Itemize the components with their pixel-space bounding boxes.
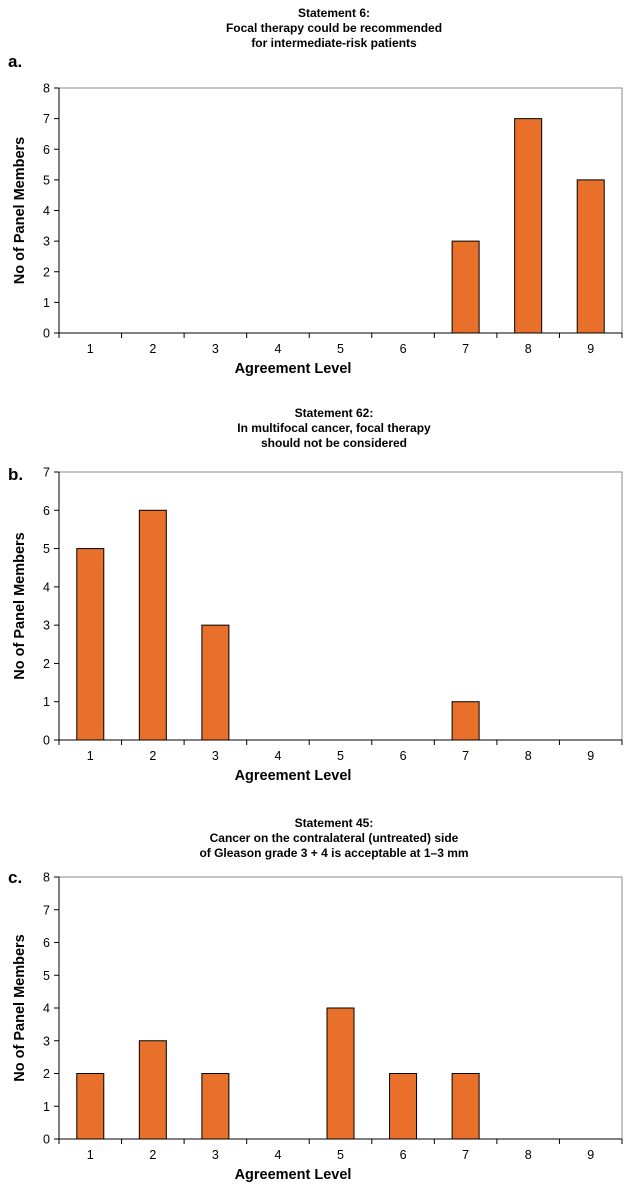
y-axis-title: No of Panel Members — [12, 532, 28, 679]
bar-level-1 — [76, 548, 105, 741]
y-tick-label: 8 — [43, 871, 50, 885]
bar-level-6 — [389, 1073, 418, 1140]
bar-level-7 — [451, 701, 480, 741]
y-tick-label: 3 — [43, 619, 50, 633]
panel-label: c. — [8, 868, 22, 887]
chart-title-line: Cancer on the contralateral (untreated) … — [210, 831, 459, 845]
x-tick-label: 4 — [274, 342, 281, 356]
chart-panel-a: Statement 6:Focal therapy could be recom… — [8, 6, 623, 377]
y-tick-label: 4 — [43, 204, 50, 218]
x-tick-label: 1 — [87, 749, 94, 763]
y-tick-label: 2 — [43, 1067, 50, 1081]
y-tick-label: 6 — [43, 504, 50, 518]
chart-title-line: In multifocal cancer, focal therapy — [237, 421, 431, 435]
x-tick-label: 5 — [337, 342, 344, 356]
y-tick-label: 8 — [43, 82, 50, 96]
x-tick-label: 2 — [149, 749, 156, 763]
bar-level-3 — [201, 624, 230, 741]
bar-level-7 — [451, 1073, 480, 1140]
bar-level-9 — [576, 179, 605, 334]
chart-panel-b: Statement 62:In multifocal cancer, focal… — [8, 406, 623, 784]
y-tick-label: 1 — [43, 1100, 50, 1114]
y-tick-label: 2 — [43, 265, 50, 279]
x-tick-label: 7 — [462, 1148, 469, 1162]
x-tick-label: 1 — [87, 1148, 94, 1162]
x-tick-label: 6 — [400, 749, 407, 763]
y-axis-title: No of Panel Members — [12, 934, 28, 1081]
x-axis-title: Agreement Level — [235, 1167, 352, 1183]
panel-label: a. — [8, 52, 22, 71]
x-tick-label: 2 — [149, 342, 156, 356]
y-tick-label: 6 — [43, 936, 50, 950]
chart-title-line: of Gleason grade 3 + 4 is acceptable at … — [199, 846, 468, 860]
y-tick-label: 5 — [43, 542, 50, 556]
y-tick-label: 6 — [43, 143, 50, 157]
chart-panel-c: Statement 45:Cancer on the contralateral… — [8, 816, 623, 1183]
x-tick-label: 1 — [87, 342, 94, 356]
x-tick-label: 8 — [525, 1148, 532, 1162]
y-tick-label: 7 — [43, 903, 50, 917]
y-tick-label: 3 — [43, 235, 50, 249]
x-tick-label: 4 — [274, 1148, 281, 1162]
x-tick-label: 7 — [462, 749, 469, 763]
x-tick-label: 9 — [587, 342, 594, 356]
bar-level-7 — [451, 240, 480, 334]
chart-title-line: Focal therapy could be recommended — [226, 21, 442, 35]
x-tick-label: 8 — [525, 342, 532, 356]
bar-level-3 — [201, 1073, 230, 1140]
x-tick-label: 9 — [587, 749, 594, 763]
bar-level-5 — [326, 1007, 355, 1140]
chart-title-line: should not be considered — [261, 436, 407, 450]
bar-level-8 — [514, 118, 543, 334]
bar-level-1 — [76, 1073, 105, 1140]
y-tick-label: 4 — [43, 580, 50, 594]
x-tick-label: 5 — [337, 749, 344, 763]
x-tick-label: 9 — [587, 1148, 594, 1162]
y-tick-label: 3 — [43, 1034, 50, 1048]
y-tick-label: 1 — [43, 695, 50, 709]
chart-title-line: Statement 62: — [295, 406, 374, 420]
y-tick-label: 7 — [43, 466, 50, 480]
chart-title-line: Statement 45: — [295, 816, 374, 830]
x-tick-label: 4 — [274, 749, 281, 763]
y-axis-title: No of Panel Members — [12, 137, 28, 284]
y-tick-label: 2 — [43, 657, 50, 671]
y-tick-label: 1 — [43, 296, 50, 310]
y-tick-label: 5 — [43, 969, 50, 983]
x-tick-label: 2 — [149, 1148, 156, 1162]
chart-title-line: Statement 6: — [298, 6, 370, 20]
panel-label: b. — [8, 465, 23, 484]
x-tick-label: 5 — [337, 1148, 344, 1162]
bar-level-2 — [138, 1040, 167, 1140]
y-tick-label: 0 — [43, 734, 50, 748]
x-axis-title: Agreement Level — [235, 361, 352, 377]
x-tick-label: 6 — [400, 342, 407, 356]
y-tick-label: 0 — [43, 327, 50, 341]
x-tick-label: 3 — [212, 1148, 219, 1162]
x-axis-title: Agreement Level — [235, 768, 352, 784]
x-tick-label: 8 — [525, 749, 532, 763]
x-tick-label: 3 — [212, 342, 219, 356]
y-tick-label: 4 — [43, 1002, 50, 1016]
x-tick-label: 3 — [212, 749, 219, 763]
y-tick-label: 0 — [43, 1133, 50, 1147]
chart-title-line: for intermediate-risk patients — [251, 36, 417, 50]
bar-level-2 — [138, 509, 167, 741]
x-tick-label: 6 — [400, 1148, 407, 1162]
y-tick-label: 7 — [43, 112, 50, 126]
y-tick-label: 5 — [43, 173, 50, 187]
x-tick-label: 7 — [462, 342, 469, 356]
